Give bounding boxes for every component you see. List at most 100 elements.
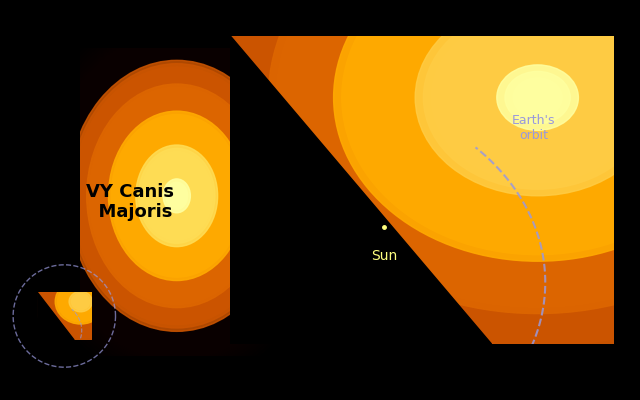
Ellipse shape: [138, 148, 215, 243]
Ellipse shape: [174, 192, 179, 199]
Polygon shape: [230, 36, 492, 344]
Ellipse shape: [440, 19, 636, 176]
Ellipse shape: [161, 177, 192, 215]
Ellipse shape: [76, 298, 85, 306]
Ellipse shape: [390, 0, 640, 216]
Ellipse shape: [77, 72, 276, 319]
Ellipse shape: [111, 114, 242, 277]
Ellipse shape: [84, 81, 269, 311]
Ellipse shape: [415, 0, 640, 196]
Ellipse shape: [129, 136, 225, 256]
Ellipse shape: [51, 275, 111, 328]
Ellipse shape: [90, 88, 263, 303]
Ellipse shape: [164, 180, 189, 212]
Ellipse shape: [147, 158, 207, 233]
Ellipse shape: [39, 265, 122, 338]
Ellipse shape: [268, 0, 640, 314]
Ellipse shape: [431, 12, 640, 183]
Ellipse shape: [98, 98, 256, 294]
Ellipse shape: [143, 155, 210, 237]
Ellipse shape: [513, 78, 562, 117]
Ellipse shape: [154, 167, 200, 224]
Ellipse shape: [100, 101, 253, 291]
Ellipse shape: [60, 283, 102, 320]
Ellipse shape: [155, 169, 198, 223]
Ellipse shape: [211, 0, 640, 359]
Text: VY Canis
  Majoris: VY Canis Majoris: [86, 182, 173, 222]
Ellipse shape: [127, 135, 226, 257]
Ellipse shape: [148, 161, 205, 231]
Ellipse shape: [100, 101, 253, 291]
Ellipse shape: [152, 165, 201, 226]
Text: Earth's
orbit: Earth's orbit: [512, 114, 556, 142]
Ellipse shape: [133, 142, 220, 250]
Ellipse shape: [88, 85, 266, 306]
Ellipse shape: [62, 285, 99, 318]
Ellipse shape: [301, 0, 640, 288]
Ellipse shape: [122, 128, 231, 264]
Ellipse shape: [150, 162, 204, 230]
Ellipse shape: [166, 183, 187, 208]
Ellipse shape: [109, 111, 245, 280]
Ellipse shape: [236, 0, 640, 340]
Ellipse shape: [121, 126, 233, 266]
Ellipse shape: [126, 132, 228, 259]
Ellipse shape: [464, 39, 611, 156]
Ellipse shape: [399, 0, 640, 209]
Ellipse shape: [448, 26, 627, 170]
Ellipse shape: [168, 186, 185, 206]
Ellipse shape: [42, 267, 120, 336]
Ellipse shape: [424, 6, 640, 189]
Ellipse shape: [309, 0, 640, 281]
Ellipse shape: [120, 125, 234, 267]
Ellipse shape: [108, 110, 246, 281]
Ellipse shape: [118, 123, 236, 268]
Ellipse shape: [174, 193, 179, 199]
Ellipse shape: [92, 91, 261, 301]
Ellipse shape: [136, 145, 218, 247]
Ellipse shape: [317, 0, 640, 274]
Ellipse shape: [58, 281, 104, 322]
Ellipse shape: [93, 92, 260, 300]
Ellipse shape: [169, 186, 184, 205]
Ellipse shape: [80, 76, 273, 316]
Ellipse shape: [131, 139, 223, 253]
Ellipse shape: [141, 152, 212, 240]
Ellipse shape: [293, 0, 640, 294]
Ellipse shape: [521, 84, 554, 111]
Ellipse shape: [481, 52, 595, 144]
Ellipse shape: [358, 0, 640, 242]
Ellipse shape: [72, 66, 281, 326]
Ellipse shape: [252, 0, 640, 327]
Ellipse shape: [133, 142, 220, 250]
Ellipse shape: [74, 296, 88, 308]
Ellipse shape: [95, 95, 258, 297]
Ellipse shape: [124, 130, 230, 262]
Ellipse shape: [113, 117, 241, 275]
Ellipse shape: [374, 0, 640, 228]
Ellipse shape: [497, 65, 579, 130]
Ellipse shape: [456, 32, 620, 163]
Ellipse shape: [505, 72, 570, 124]
Ellipse shape: [159, 174, 195, 218]
Ellipse shape: [67, 289, 95, 314]
Ellipse shape: [48, 273, 113, 330]
Ellipse shape: [69, 291, 92, 312]
Ellipse shape: [136, 145, 218, 246]
Ellipse shape: [172, 190, 182, 202]
Text: Sun: Sun: [371, 248, 397, 262]
Ellipse shape: [106, 108, 248, 284]
Ellipse shape: [141, 152, 212, 240]
Ellipse shape: [146, 158, 207, 234]
Ellipse shape: [85, 82, 268, 310]
Ellipse shape: [111, 114, 243, 278]
Ellipse shape: [350, 0, 640, 248]
Ellipse shape: [95, 94, 259, 298]
Ellipse shape: [75, 69, 278, 322]
Ellipse shape: [383, 0, 640, 222]
Ellipse shape: [114, 118, 239, 274]
Ellipse shape: [156, 170, 197, 221]
Ellipse shape: [138, 148, 215, 243]
Ellipse shape: [489, 58, 587, 137]
Ellipse shape: [78, 300, 83, 304]
